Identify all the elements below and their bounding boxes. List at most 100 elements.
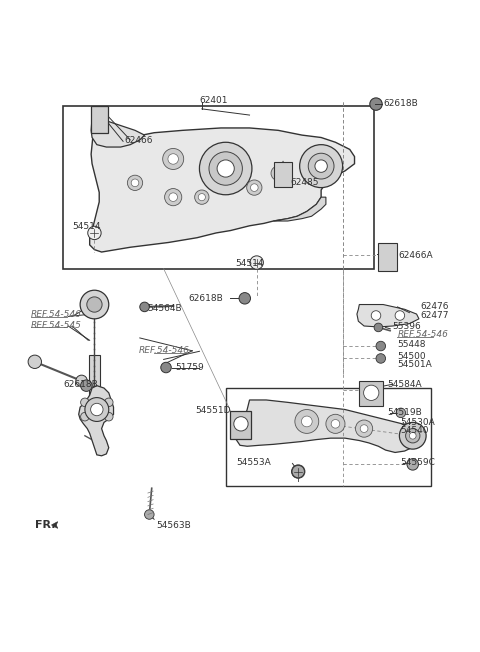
Circle shape xyxy=(28,355,41,368)
Bar xyxy=(89,355,100,412)
Text: 62401: 62401 xyxy=(199,96,228,105)
Circle shape xyxy=(209,152,242,185)
Circle shape xyxy=(396,408,406,418)
Polygon shape xyxy=(274,197,326,221)
Text: 54551D: 54551D xyxy=(195,406,230,415)
Circle shape xyxy=(144,510,154,519)
Bar xyxy=(360,381,383,406)
Text: 55448: 55448 xyxy=(397,340,426,349)
Circle shape xyxy=(105,412,113,421)
Text: 62477: 62477 xyxy=(420,311,449,320)
Circle shape xyxy=(247,180,262,195)
Circle shape xyxy=(76,375,87,387)
Text: 54540: 54540 xyxy=(400,426,428,436)
Circle shape xyxy=(94,110,105,122)
Text: 54559C: 54559C xyxy=(400,458,435,467)
Circle shape xyxy=(364,385,379,400)
Circle shape xyxy=(140,302,149,312)
Text: REF.54-546: REF.54-546 xyxy=(397,330,448,339)
Circle shape xyxy=(81,398,89,407)
Circle shape xyxy=(163,149,184,170)
Text: REF.54-546: REF.54-546 xyxy=(31,310,82,319)
Text: 62618B: 62618B xyxy=(383,98,418,108)
Text: 54563B: 54563B xyxy=(156,521,191,530)
Circle shape xyxy=(88,226,101,240)
Circle shape xyxy=(292,466,304,478)
Circle shape xyxy=(81,412,89,421)
Circle shape xyxy=(374,323,383,332)
Circle shape xyxy=(356,420,372,437)
Text: REF.54-545: REF.54-545 xyxy=(31,321,82,329)
Circle shape xyxy=(198,194,205,201)
Circle shape xyxy=(395,311,405,320)
Text: 55396: 55396 xyxy=(393,323,421,331)
Circle shape xyxy=(91,404,103,416)
Text: 62466A: 62466A xyxy=(398,251,433,260)
Circle shape xyxy=(382,250,394,261)
Circle shape xyxy=(371,311,381,320)
Polygon shape xyxy=(90,119,355,252)
Text: 54519B: 54519B xyxy=(387,408,422,417)
Circle shape xyxy=(234,417,248,431)
Text: 62618B: 62618B xyxy=(189,294,223,303)
Bar xyxy=(275,162,291,186)
Text: 54584A: 54584A xyxy=(387,379,421,389)
Circle shape xyxy=(370,98,382,110)
Text: 54530A: 54530A xyxy=(400,419,434,427)
Circle shape xyxy=(301,416,312,427)
Circle shape xyxy=(275,170,282,177)
Text: 54553A: 54553A xyxy=(236,458,271,467)
Polygon shape xyxy=(235,400,419,452)
Circle shape xyxy=(81,380,92,391)
Circle shape xyxy=(326,414,345,434)
Circle shape xyxy=(295,409,319,434)
Circle shape xyxy=(217,160,234,177)
Circle shape xyxy=(331,419,340,428)
Text: 62476: 62476 xyxy=(420,303,449,312)
Text: 62466: 62466 xyxy=(124,136,153,145)
Polygon shape xyxy=(79,385,114,456)
Circle shape xyxy=(406,428,420,443)
Bar xyxy=(63,106,373,269)
Circle shape xyxy=(85,398,109,421)
Circle shape xyxy=(161,363,171,373)
Circle shape xyxy=(127,175,143,190)
Circle shape xyxy=(376,353,385,363)
Text: 62618B: 62618B xyxy=(63,379,98,389)
Circle shape xyxy=(409,432,416,439)
Text: 54501A: 54501A xyxy=(397,360,432,368)
Text: 54514: 54514 xyxy=(235,259,264,269)
Circle shape xyxy=(80,290,109,319)
Circle shape xyxy=(168,154,179,164)
Text: 51759: 51759 xyxy=(176,363,204,372)
Bar xyxy=(91,106,108,133)
Bar xyxy=(230,411,252,439)
Circle shape xyxy=(300,145,343,188)
Bar xyxy=(226,388,431,486)
Polygon shape xyxy=(357,304,419,327)
Circle shape xyxy=(165,188,182,206)
Bar xyxy=(378,243,397,271)
Circle shape xyxy=(239,293,251,304)
Circle shape xyxy=(360,424,368,432)
Circle shape xyxy=(308,153,334,179)
Circle shape xyxy=(87,297,102,312)
Circle shape xyxy=(131,179,139,186)
Text: 54564B: 54564B xyxy=(147,304,181,314)
Text: 54500: 54500 xyxy=(397,352,426,361)
Circle shape xyxy=(169,193,178,201)
Circle shape xyxy=(399,422,426,449)
Text: FR.: FR. xyxy=(35,520,55,531)
Text: REF.54-546: REF.54-546 xyxy=(139,346,190,355)
Polygon shape xyxy=(91,119,144,147)
Polygon shape xyxy=(51,522,58,528)
Circle shape xyxy=(271,166,285,181)
Circle shape xyxy=(407,458,419,470)
Circle shape xyxy=(195,190,209,204)
Circle shape xyxy=(315,160,327,172)
Circle shape xyxy=(376,341,385,351)
Text: 62485: 62485 xyxy=(290,179,319,187)
Circle shape xyxy=(278,168,288,179)
Circle shape xyxy=(105,398,113,407)
Circle shape xyxy=(250,256,264,269)
